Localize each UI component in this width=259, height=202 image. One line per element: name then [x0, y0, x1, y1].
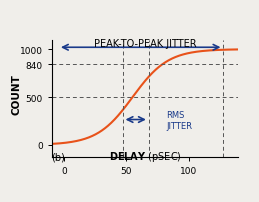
- Text: PEAK-TO-PEAK JITTER: PEAK-TO-PEAK JITTER: [94, 39, 196, 49]
- Text: RMS
JITTER: RMS JITTER: [166, 111, 192, 130]
- Text: (b): (b): [51, 152, 65, 162]
- Text: COUNT: COUNT: [12, 73, 22, 114]
- Text: $\bf{DELAY}$ (pSEC): $\bf{DELAY}$ (pSEC): [109, 150, 181, 164]
